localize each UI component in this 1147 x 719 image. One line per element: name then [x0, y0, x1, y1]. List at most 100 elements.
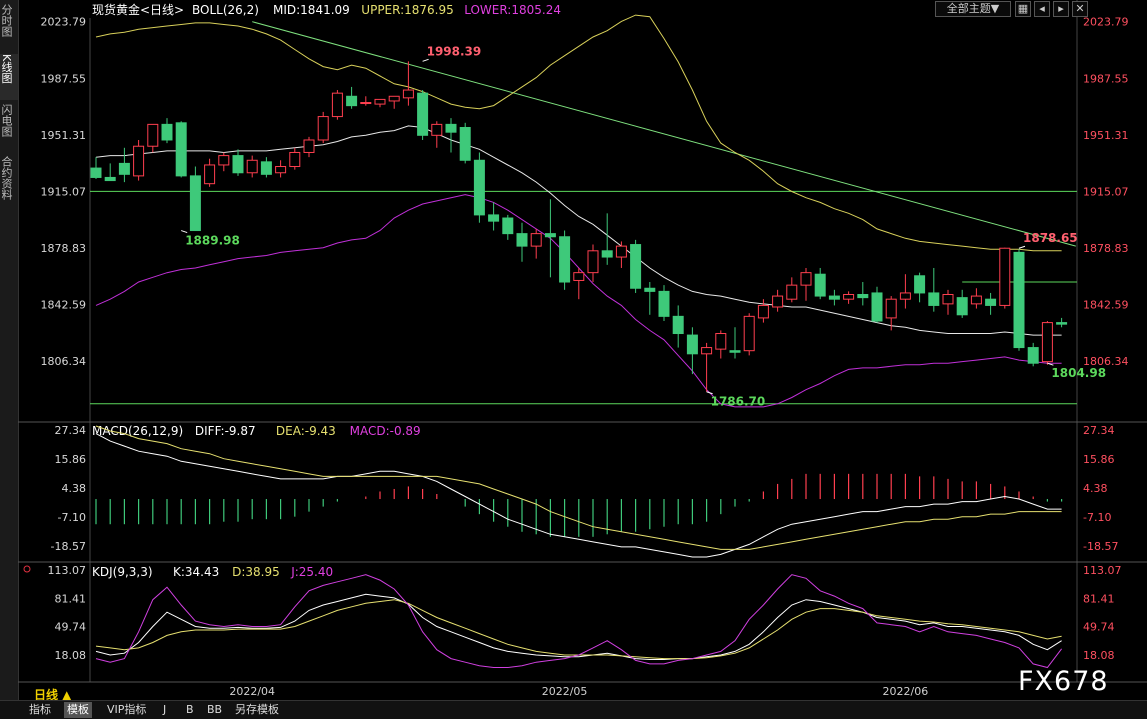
side-tab-timeshare[interactable]: 分时图	[0, 4, 18, 48]
candle-body	[502, 217, 514, 235]
candle-body	[658, 290, 670, 317]
y-tick-label-left: 1915.07	[41, 185, 87, 198]
candle-body	[232, 155, 244, 174]
candle-body	[374, 98, 386, 105]
side-tab-label: 合约资料	[0, 156, 13, 200]
candle-body	[402, 89, 414, 99]
side-tab-label: K线图	[0, 54, 13, 84]
candle-body	[757, 304, 769, 319]
indicator-readout: MACD:-0.89	[350, 424, 421, 438]
toolbar-j[interactable]: J	[163, 703, 167, 716]
candle-body	[800, 272, 812, 286]
candle-body	[871, 292, 883, 322]
annotation-pointer	[1047, 362, 1054, 366]
toolbar-b[interactable]: B	[186, 703, 194, 716]
indicator-readout: LOWER:1805.24	[464, 3, 561, 17]
candle-body	[90, 167, 102, 178]
candle-body	[587, 250, 599, 274]
y-tick-label-left: 27.34	[55, 424, 87, 437]
candle-body	[885, 298, 897, 319]
close-icon[interactable]: ✕	[1072, 1, 1088, 17]
side-tab-flash[interactable]: 闪电图	[0, 104, 18, 150]
price-annotation: 1889.98	[185, 234, 240, 248]
chart-canvas[interactable]: 2023.79 2023.79 1987.55 1987.55 1951.31 1951.…	[0, 0, 1147, 700]
next-icon[interactable]: ▸	[1053, 1, 1069, 17]
candle-body	[729, 350, 741, 353]
candle-body	[431, 123, 443, 136]
candle-body	[615, 245, 627, 258]
toolbar-save-template[interactable]: 另存模板	[235, 703, 279, 716]
y-tick-label-right: 15.86	[1083, 453, 1115, 466]
candle-body	[914, 275, 926, 294]
candle-body	[317, 116, 329, 141]
candle-body	[743, 315, 755, 352]
candle-body	[175, 122, 187, 177]
candle-body	[985, 298, 997, 306]
kdj-d-line	[95, 599, 1062, 660]
kdj-k-line	[95, 593, 1062, 660]
candle-body	[644, 287, 656, 292]
candle-body	[204, 164, 216, 185]
candle-body	[956, 297, 968, 316]
candle-body	[843, 294, 855, 300]
y-tick-label-left: 113.07	[48, 564, 87, 577]
theme-select[interactable]: 全部主题▼	[935, 1, 1011, 17]
indicator-title: KDJ(9,3,3)	[92, 565, 153, 579]
side-tab-label: 分时图	[0, 4, 13, 37]
y-tick-label-left: 15.86	[55, 453, 87, 466]
y-tick-label-right: 2023.79	[1083, 16, 1129, 29]
indicator-title: 现货黄金<日线>	[92, 2, 184, 17]
y-tick-label-left: -18.57	[51, 540, 86, 553]
trend-line	[252, 21, 1076, 247]
grid-icon[interactable]: ▦	[1015, 1, 1031, 17]
prev-icon[interactable]: ◂	[1034, 1, 1050, 17]
y-tick-label-left: 4.38	[62, 482, 87, 495]
candle-body	[601, 250, 613, 258]
candle-body	[289, 151, 301, 168]
y-tick-label-left: 49.74	[55, 621, 87, 634]
toolbar-template[interactable]: 模板	[64, 702, 92, 718]
watermark-logo: FX678	[1018, 666, 1109, 697]
side-tab-bar: 分时图 K线图 闪电图 合约资料	[0, 0, 19, 700]
y-tick-label-right: 1987.55	[1083, 72, 1129, 85]
candle-body	[786, 284, 798, 300]
boll-upper-line	[95, 14, 1062, 252]
indicator-readout: J:25.40	[290, 565, 333, 579]
annotation-pointer	[1018, 245, 1026, 249]
y-tick-label-right: 113.07	[1083, 564, 1122, 577]
candle-body	[530, 233, 542, 247]
candle-body	[104, 176, 116, 182]
macd-diff-line	[95, 433, 1062, 558]
indicator-readout: MID:1841.09	[273, 3, 350, 17]
x-axis-label: 2022/04	[229, 685, 275, 698]
candle-body	[346, 95, 358, 107]
candle-body	[516, 233, 528, 247]
candle-body	[672, 315, 684, 335]
indicator-readout: K:34.43	[173, 565, 219, 579]
annotation-pointer	[422, 58, 429, 62]
candle-body	[544, 233, 556, 238]
y-tick-label-right: 1806.34	[1083, 355, 1129, 368]
y-tick-label-left: 2023.79	[41, 16, 87, 29]
toolbar-bb[interactable]: BB	[207, 703, 223, 716]
y-tick-label-right: 49.74	[1083, 621, 1115, 634]
candle-body	[559, 236, 571, 283]
candle-body	[701, 347, 713, 355]
period-label[interactable]: 日线 ▲	[34, 688, 72, 702]
candle-body	[275, 166, 287, 174]
candle-body	[715, 333, 727, 350]
candle-body	[459, 126, 471, 161]
y-tick-label-right: 27.34	[1083, 424, 1115, 437]
toolbar-indicators[interactable]: 指标	[29, 703, 51, 716]
side-tab-contract[interactable]: 合约资料	[0, 156, 18, 214]
candle-body	[246, 159, 258, 174]
toolbar-vip-indicators[interactable]: VIP指标	[107, 703, 147, 716]
candle-body	[473, 159, 485, 216]
side-tab-kline[interactable]: K线图	[0, 54, 18, 100]
indicator-readout: UPPER:1876.95	[361, 3, 453, 17]
candle-body	[814, 273, 826, 297]
candle-body	[857, 294, 869, 299]
price-annotation: 1878.65	[1023, 231, 1078, 245]
y-tick-label-right: 1951.31	[1083, 129, 1129, 142]
y-tick-label-left: -7.10	[58, 511, 86, 524]
